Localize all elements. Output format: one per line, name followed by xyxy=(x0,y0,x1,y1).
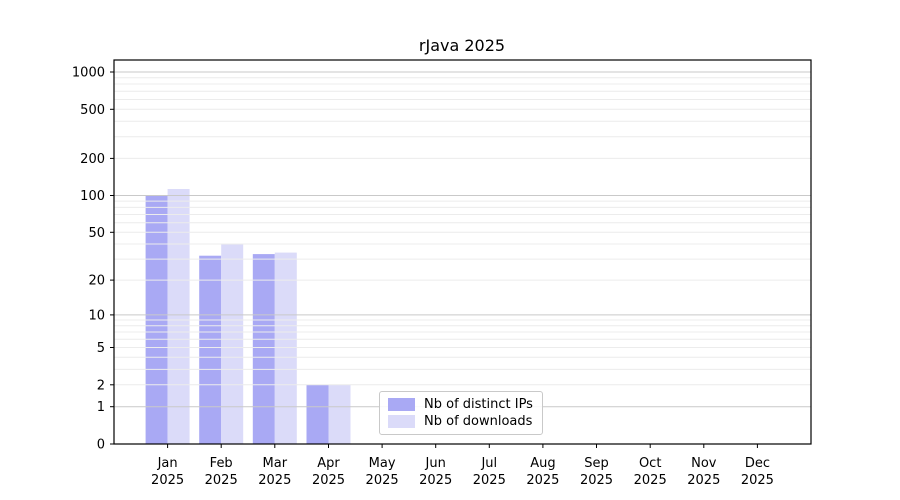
plot-border xyxy=(113,59,812,445)
y-tick-label: 2 xyxy=(97,378,105,393)
x-tick-label-year: 2025 xyxy=(258,473,291,488)
legend-label-distinct-ips: Nb of distinct IPs xyxy=(424,397,533,412)
y-tick-label: 0 xyxy=(97,438,105,453)
bar-downloads-3 xyxy=(328,384,351,444)
x-tick-label-month: Sep xyxy=(584,456,609,471)
legend-item-downloads: Nb of downloads xyxy=(388,415,534,428)
x-tick-label-month: Feb xyxy=(210,456,233,471)
x-tick-label-year: 2025 xyxy=(151,473,184,488)
x-tick-label-year: 2025 xyxy=(580,473,613,488)
y-tick-label: 20 xyxy=(88,274,105,289)
legend: Nb of distinct IPs Nb of downloads xyxy=(379,391,543,435)
y-tick-label: 100 xyxy=(80,189,105,204)
bar-downloads-2 xyxy=(274,252,297,444)
x-tick-label-month: Apr xyxy=(317,456,340,471)
x-tick-label-month: Mar xyxy=(263,456,288,471)
y-tick-label: 1 xyxy=(97,400,105,415)
x-tick-label-year: 2025 xyxy=(366,473,399,488)
y-tick-label: 5 xyxy=(97,341,105,356)
y-tick-label: 10 xyxy=(88,308,105,323)
x-tick-label-month: Jun xyxy=(425,456,446,471)
x-tick-label-month: Jul xyxy=(480,456,497,471)
legend-label-downloads: Nb of downloads xyxy=(424,414,533,429)
legend-swatch-downloads xyxy=(388,415,415,428)
y-tick-label: 1000 xyxy=(72,66,105,81)
legend-swatch-distinct-ips xyxy=(388,398,415,411)
x-tick-label-year: 2025 xyxy=(741,473,774,488)
chart-title: rJava 2025 xyxy=(419,36,505,55)
x-tick-label-month: May xyxy=(369,456,396,471)
y-tick-label: 200 xyxy=(80,152,105,167)
x-tick-label-year: 2025 xyxy=(312,473,345,488)
bar-downloads-0 xyxy=(167,189,190,444)
bar-distinct-ips-2 xyxy=(252,254,275,444)
x-tick-label-year: 2025 xyxy=(526,473,559,488)
bar-downloads-1 xyxy=(221,244,244,444)
x-tick-label-month: Jan xyxy=(157,456,178,471)
x-tick-label-year: 2025 xyxy=(419,473,452,488)
bar-distinct-ips-1 xyxy=(199,255,222,444)
x-tick-label-year: 2025 xyxy=(205,473,238,488)
x-tick-label-year: 2025 xyxy=(473,473,506,488)
bar-distinct-ips-3 xyxy=(306,384,329,444)
x-tick-label-month: Dec xyxy=(745,456,770,471)
legend-item-distinct-ips: Nb of distinct IPs xyxy=(388,398,534,411)
x-tick-label-year: 2025 xyxy=(687,473,720,488)
x-tick-label-year: 2025 xyxy=(634,473,667,488)
x-tick-label-month: Nov xyxy=(691,456,717,471)
y-tick-label: 500 xyxy=(80,103,105,118)
x-tick-label-month: Aug xyxy=(530,456,555,471)
x-tick-label-month: Oct xyxy=(639,456,661,471)
y-tick-label: 50 xyxy=(88,226,105,241)
